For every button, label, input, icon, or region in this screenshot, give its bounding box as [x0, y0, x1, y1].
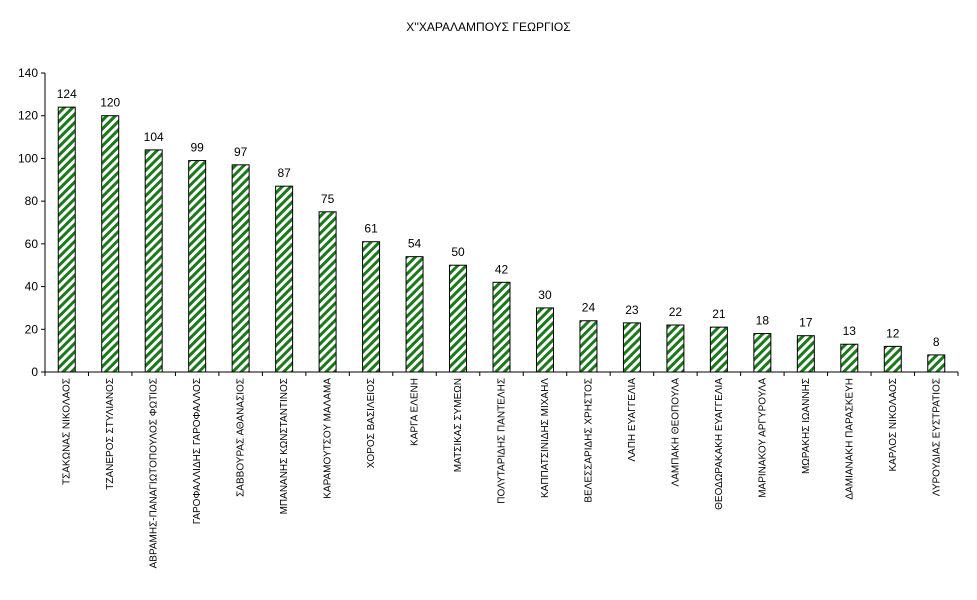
bar: [57, 106, 76, 373]
bar: [492, 281, 511, 373]
data-label: 17: [799, 316, 813, 330]
category-label: ΣΑΒΒΟΥΡΑΣ ΑΘΑΝΑΣΙΟΣ: [236, 378, 247, 497]
bar: [622, 322, 641, 373]
category-label: ΜΑΤΣΙΚΑΣ ΣΥΜΕΩΝ: [453, 378, 464, 472]
y-tick-label: 0: [31, 365, 38, 379]
bar: [144, 149, 163, 373]
bar: [231, 164, 250, 373]
data-label: 21: [712, 307, 726, 321]
category-label: ΔΑΜΙΑΝΑΚΗ ΠΑΡΑΣΚΕΥΗ: [844, 378, 855, 500]
category-label: ΚΑΡΓΑ ΕΛΕΝΗ: [410, 378, 421, 446]
data-label: 42: [495, 262, 509, 276]
data-label: 104: [144, 130, 164, 144]
bar: [883, 345, 902, 373]
bar: [753, 333, 772, 373]
category-label: ΜΑΡΙΝΑΚΟΥ ΑΡΓΥΡΟΥΛΑ: [757, 378, 768, 498]
bar: [188, 160, 207, 373]
bar: [362, 241, 381, 373]
data-label: 75: [321, 192, 335, 206]
category-label: ΘΕΟΔΩΡΑΚΑΚΗ ΕΥΑΓΓΕΛΙΑ: [714, 378, 725, 510]
bar: [449, 264, 468, 373]
category-label: ΜΠΑΝΑΝΗΣ ΚΩΝΣΤΑΝΤΙΝΟΣ: [279, 378, 290, 514]
bar: [405, 256, 424, 373]
bar: [840, 343, 859, 373]
chart-title: Χ''ΧΑΡΑΛΑΜΠΟΥΣ ΓΕΩΡΓΙΟΣ: [406, 20, 571, 34]
bars: [57, 106, 946, 373]
category-label: ΛΥΡΟΥΔΙΑΣ ΕΥΣΤΡΑΤΙΟΣ: [931, 378, 942, 496]
data-label: 8: [933, 335, 940, 349]
data-label: 30: [538, 288, 552, 302]
category-label: ΤΖΑΝΕΡΟΣ ΣΤΥΛΙΑΝΟΣ: [105, 378, 116, 490]
labels: 124 ΤΣΑΚΩΝΑΣ ΝΙΚΟΛΑΟΣ 120 ΤΖΑΝΕΡΟΣ ΣΤΥΛΙΑΝΟ…: [57, 87, 943, 568]
category-label: ΚΑΡΛΟΣ ΝΙΚΟΛΑΟΣ: [888, 378, 899, 472]
category-label: ΜΩΡΑΚΗΣ ΙΩΑΝΝΗΣ: [801, 378, 812, 474]
data-label: 54: [408, 237, 422, 251]
y-tick-label: 140: [18, 66, 38, 80]
category-label: ΛΑΜΠΑΚΗ ΘΕΟΠΟΥΛΑ: [670, 378, 681, 487]
y-tick-label: 80: [25, 194, 39, 208]
category-label: ΧΟΡΟΣ ΒΑΣΙΛΕΙΟΣ: [366, 378, 377, 468]
category-label: ΚΑΡΑΜΟΥΤΣΟΥ ΜΑΛΑΜΑ: [323, 378, 334, 499]
category-label: ΚΑΠΠΑΤΣΙΝΙΔΗΣ ΜΙΧΑΗΛ: [540, 378, 551, 498]
y-tick-label: 120: [18, 109, 38, 123]
data-label: 13: [843, 324, 857, 338]
bar: [101, 115, 120, 373]
category-label: ΒΕΛΕΣΣΑΡΙΔΗΣ ΧΡΗΣΤΟΣ: [583, 378, 594, 503]
data-label: 22: [669, 305, 683, 319]
y-tick-label: 20: [25, 322, 39, 336]
data-label: 99: [190, 141, 204, 155]
bar: [318, 211, 337, 373]
category-label: ΠΟΛΥΤΑΡΙΔΗΣ ΠΑΝΤΕΛΗΣ: [497, 378, 508, 504]
y-tick-label: 100: [18, 151, 38, 165]
bar: [666, 324, 685, 373]
data-label: 124: [57, 87, 77, 101]
y-tick-label: 60: [25, 237, 39, 251]
category-label: ΛΑΠΗ ΕΥΑΓΓΕΛΙΑ: [627, 378, 638, 462]
bar: [579, 320, 598, 373]
data-label: 61: [364, 222, 378, 236]
bar: [535, 307, 554, 373]
bar: [275, 185, 294, 373]
data-label: 97: [234, 145, 248, 159]
category-label: ΤΣΑΚΩΝΑΣ ΝΙΚΟΛΑΟΣ: [62, 378, 73, 485]
bar: [709, 326, 728, 373]
bar: [927, 354, 946, 373]
data-label: 24: [582, 301, 596, 315]
data-label: 12: [886, 326, 900, 340]
category-label: ΓΑΡΟΦΑΛΛΙΔΗΣ ΓΑΡΟΦΑΛΛΟΣ: [192, 378, 203, 524]
data-label: 50: [451, 245, 465, 259]
data-label: 18: [756, 314, 770, 328]
data-label: 87: [277, 166, 291, 180]
data-label: 120: [100, 96, 120, 110]
bar: [796, 335, 815, 373]
y-tick-label: 40: [25, 280, 39, 294]
category-label: ΑΒΡΑΜΗΣ-ΠΑΝΑΓΙΩΤΟΠΟΥΛΟΣ ΦΩΤΙΟΣ: [149, 378, 160, 568]
data-label: 23: [625, 303, 639, 317]
